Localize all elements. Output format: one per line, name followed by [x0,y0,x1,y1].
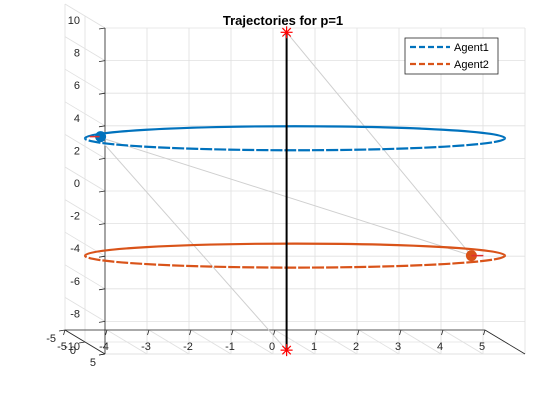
guide-line [97,136,287,351]
x-tick-mark [441,329,444,336]
z-tick-label: 0 [74,178,80,190]
x-tick-mark [189,329,192,336]
z-tick-mark [98,60,106,62]
x-tick-label: -5 [57,341,67,353]
z-tick-label: 2 [74,145,80,157]
x-tick-mark [483,329,486,336]
z-tick-label: -8 [70,308,80,320]
x-tick-label: -3 [141,341,151,353]
y-tick-mark [58,329,66,332]
agent1-start-marker [95,131,107,143]
axes [58,27,526,356]
guide-lines [97,31,472,351]
x-tick-mark [399,329,402,336]
chart-title: Trajectories for p=1 [223,13,343,28]
legend-box [404,37,499,75]
z-tick-mark [98,125,106,128]
x-tick-label: 3 [395,341,401,353]
vertical-segment-bottom-marker [280,344,293,357]
trajectories [83,26,507,357]
z-tick-mark [98,321,106,323]
z-tick-mark [98,353,106,356]
z-tick-label: 8 [74,48,80,60]
x-tick-label: -2 [183,341,193,353]
x-tick-label: 0 [269,341,275,353]
guide-line [97,136,472,257]
asterisk-stroke [281,27,292,37]
legend-label-agent2: Agent2 [454,59,489,71]
z-tick-mark [98,223,106,225]
x-tick-label: 1 [311,341,317,353]
z-tick-mark [98,27,106,30]
z-tick-mark [98,190,106,193]
z-tick-label: -4 [70,243,80,255]
agent2-trajectory-front [83,255,507,269]
y-tick-label: 0 [70,345,76,357]
z-tick-label: -6 [70,276,80,288]
y-tick-label: -5 [46,333,56,345]
x-tick-mark [357,329,360,336]
vertical-segment-top-marker [280,26,293,39]
x-tick-mark [315,329,318,336]
z-tick-label: -10 [64,341,80,353]
x-tick-label: 5 [479,341,485,353]
z-tick-mark [98,255,106,258]
x-tick-label: -1 [225,341,235,353]
z-tick-mark [98,158,106,160]
x-tick-mark [147,329,150,336]
x-tick-mark [105,329,108,336]
agent1-trajectory-front [83,137,507,152]
x-tick-mark [63,329,66,336]
x-tick-label: 2 [353,341,359,353]
z-tick-mark [98,92,106,95]
y-tick-label: 5 [90,357,96,369]
agent1-trajectory-back [83,125,507,139]
right-floor-edge [484,329,526,355]
z-tick-label: -2 [70,211,80,223]
x-tick-label: -4 [99,341,109,353]
legend: Agent1 Agent2 [404,37,499,75]
x-tick-mark [231,329,234,336]
x-tick-mark [273,329,276,336]
guide-line [286,31,472,256]
y-tick-mark [78,341,86,344]
legend-label-agent1: Agent1 [454,42,489,54]
z-tick-mark [98,288,106,291]
z-tick-label: 6 [74,80,80,92]
z-tick-label: 4 [74,113,80,125]
agent2-trajectory-back [83,242,507,257]
asterisk-stroke [281,345,292,355]
x-tick-label: 4 [437,341,443,353]
z-tick-label: 10 [68,15,80,27]
